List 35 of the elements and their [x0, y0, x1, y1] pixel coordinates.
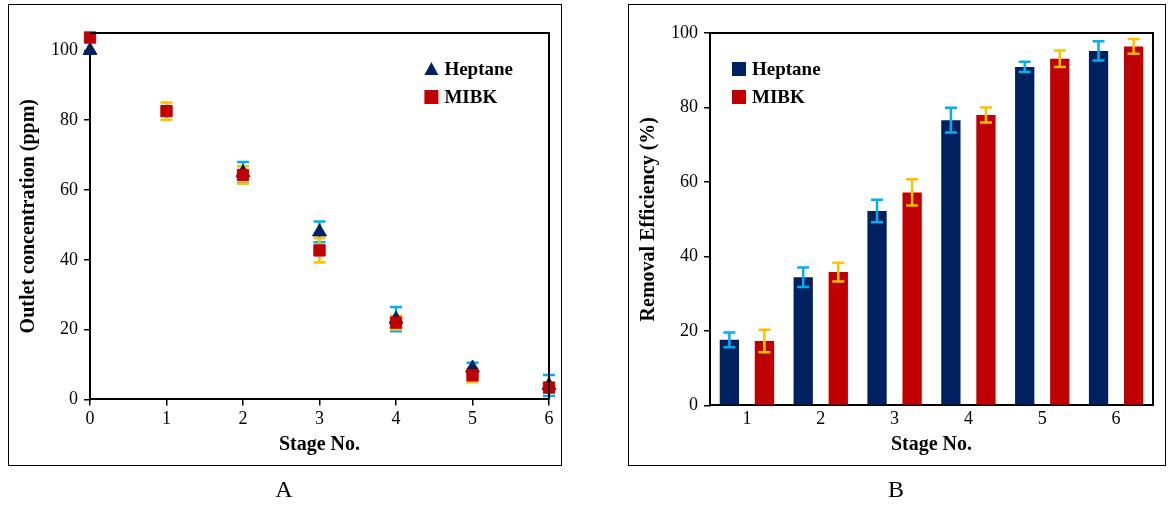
x-tick-label: 4	[963, 407, 973, 428]
legend-label: Heptane	[444, 57, 513, 79]
text: A	[274, 476, 294, 503]
x-tick-label: 5	[1037, 407, 1047, 428]
x-tick-label: 2	[238, 407, 248, 428]
y-tick-label: 40	[680, 245, 698, 266]
x-tick-label: 2	[816, 407, 826, 428]
y-tick-label: 60	[680, 170, 698, 191]
x-tick-label: 4	[391, 407, 401, 428]
x-tick-label: 0	[85, 407, 95, 428]
x-tick-label: 5	[468, 407, 477, 428]
y-tick-label: 20	[60, 318, 78, 339]
legend-label: MIBK	[444, 85, 498, 107]
y-tick-label: 80	[60, 108, 78, 129]
y-tick-label: 40	[60, 248, 78, 269]
x-tick-label: 1	[162, 407, 171, 428]
y-tick-label: 0	[689, 394, 698, 415]
x-tick-label: 1	[742, 407, 752, 428]
y-tick-label: 100	[51, 39, 78, 60]
y-tick-label: 80	[680, 96, 698, 117]
x-tick-label: 6	[1111, 407, 1121, 428]
x-tick-label: 6	[544, 407, 554, 428]
y-tick-label: 0	[69, 388, 78, 409]
legend-label: MIBK	[752, 85, 805, 107]
x-tick-label: 3	[315, 407, 324, 428]
x-axis-title: Stage No.	[278, 432, 361, 456]
y-tick-label: 20	[680, 319, 698, 340]
y-tick-label: 100	[671, 21, 698, 42]
y-axis-title: Removal Efficiency (%)	[636, 117, 660, 322]
text: B	[887, 476, 905, 503]
y-tick-label: 60	[60, 178, 78, 199]
x-axis-title: Stage No.	[890, 432, 973, 456]
x-tick-label: 3	[890, 407, 900, 428]
y-axis-title: Outlet concentration (ppm)	[16, 98, 40, 334]
legend-label: Heptane	[752, 57, 821, 79]
